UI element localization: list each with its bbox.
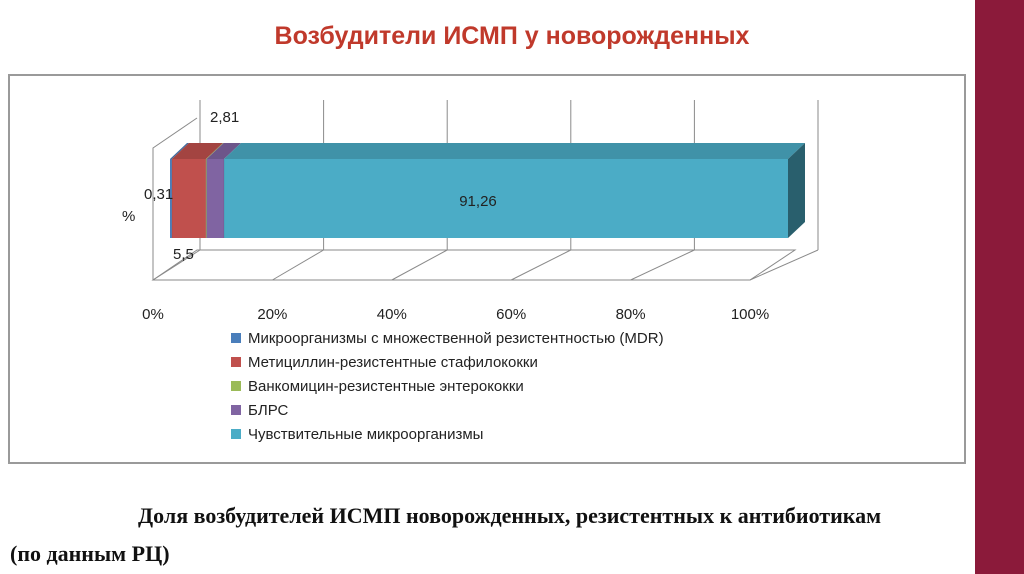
data-label-1: 5,5	[173, 246, 194, 263]
bar-segment-top-2	[205, 143, 224, 159]
legend-swatch-0	[231, 333, 241, 343]
slide-caption: Доля возбудителей ИСМП новорожденных, ре…	[10, 497, 970, 573]
caption-line-1: Доля возбудителей ИСМП новорожденных, ре…	[138, 503, 882, 528]
gridline-floor	[630, 249, 695, 281]
y-axis-label: %	[122, 208, 135, 225]
legend-entry-0: Микроорганизмы с множественной резистент…	[248, 330, 664, 347]
x-tick-label: 60%	[496, 306, 526, 323]
legend-entry-2: Ванкомицин-резистентные энтерококки	[248, 378, 524, 395]
gridline-floor	[272, 249, 324, 281]
x-tick-label: 40%	[377, 306, 407, 323]
data-label-4: 91,26	[459, 193, 497, 210]
chart-frame: 0,31 5,5 2,81 91,26 % 0% 20% 40% 60% 80% 100% Мик…	[8, 74, 966, 464]
data-label-0: 0,31	[144, 186, 173, 203]
bar-end-face	[788, 143, 805, 238]
gridline-floor	[152, 249, 201, 281]
x-tick-label: 80%	[616, 306, 646, 323]
chart-left-wall	[152, 117, 198, 280]
bar-segment-top-3	[206, 143, 242, 159]
caption-line-2: (по данным РЦ)	[10, 541, 170, 566]
legend-entry-4: Чувствительные микроорганизмы	[248, 426, 483, 443]
bar-segment-1	[171, 159, 206, 238]
legend-swatch-4	[231, 429, 241, 439]
x-tick-label: 0%	[142, 306, 164, 323]
legend-entry-1: Метициллин-резистентные стафилококки	[248, 354, 538, 371]
bar-segment-top-0	[170, 143, 189, 159]
bar-segment-3	[206, 159, 225, 238]
gridline-floor	[391, 249, 448, 281]
bar-segment-2	[205, 159, 207, 238]
legend-entry-3: БЛРС	[248, 402, 289, 419]
gridline-floor	[510, 249, 572, 281]
legend-swatch-2	[231, 381, 241, 391]
bar-segment-0	[170, 159, 172, 238]
bar-segment-top-1	[171, 143, 223, 159]
bar-segment-top-4	[224, 143, 806, 159]
x-tick-label: 100%	[731, 306, 769, 323]
data-label-3: 2,81	[210, 109, 239, 126]
legend-swatch-3	[231, 405, 241, 415]
gridline-floor	[749, 249, 819, 281]
chart-floor	[151, 249, 797, 281]
right-accent-band	[975, 0, 1024, 574]
bar-segment-4	[224, 159, 789, 238]
slide-title: Возбудители ИСМП у новорожденных	[274, 22, 750, 50]
legend-swatch-1	[231, 357, 241, 367]
stacked-bar-chart: 0,31 5,5 2,81 91,26 % 0% 20% 40% 60% 80% 100% Мик…	[122, 100, 819, 443]
x-tick-label: 20%	[257, 306, 287, 323]
